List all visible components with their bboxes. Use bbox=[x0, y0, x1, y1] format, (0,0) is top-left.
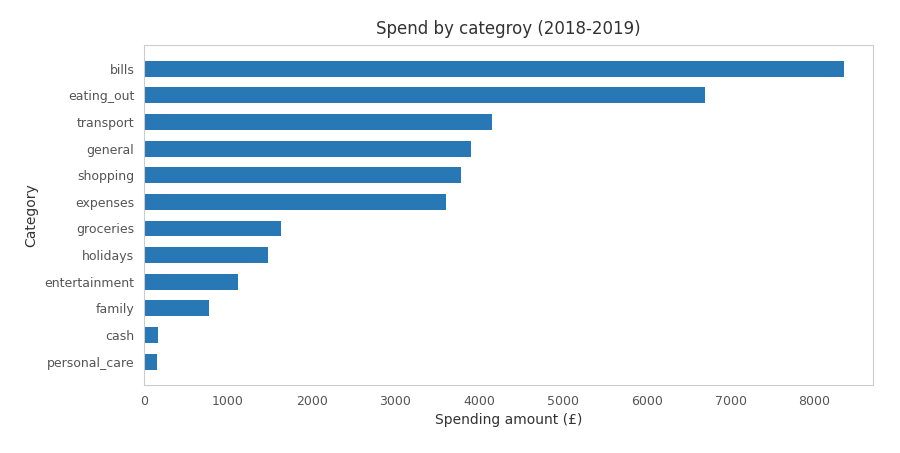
Bar bbox=[144, 114, 491, 130]
Bar bbox=[144, 167, 461, 183]
Bar bbox=[144, 221, 282, 236]
Bar bbox=[144, 140, 471, 157]
Bar bbox=[144, 247, 268, 263]
Bar bbox=[144, 194, 445, 210]
Bar bbox=[144, 354, 157, 370]
X-axis label: Spending amount (£): Spending amount (£) bbox=[435, 413, 582, 427]
Bar bbox=[144, 327, 158, 343]
Bar bbox=[144, 300, 210, 316]
Bar bbox=[144, 274, 238, 290]
Title: Spend by categroy (2018-2019): Spend by categroy (2018-2019) bbox=[376, 20, 641, 38]
Bar bbox=[144, 61, 843, 77]
Bar bbox=[144, 87, 706, 103]
Y-axis label: Category: Category bbox=[24, 183, 39, 247]
